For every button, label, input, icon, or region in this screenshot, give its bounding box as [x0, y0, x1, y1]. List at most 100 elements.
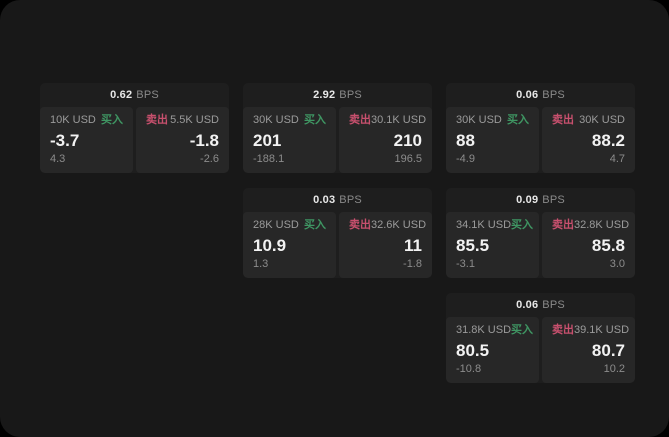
sell-price: 85.8 — [591, 235, 625, 255]
sell-sub-value: -2.6 — [200, 153, 219, 165]
sell-panel[interactable]: 卖出 32.6K USD 11 -1.8 — [339, 212, 432, 278]
sell-sub-value: 196.5 — [394, 153, 422, 165]
card-header: 0.62 BPS — [40, 83, 229, 107]
buy-price: 88 — [456, 130, 475, 150]
bps-value: 2.92 — [313, 89, 336, 101]
sell-price: 11 — [404, 235, 422, 255]
sell-price: 80.7 — [591, 340, 625, 360]
bps-value: 0.06 — [516, 299, 539, 311]
sell-amount-label: 5.5K USD — [170, 114, 219, 126]
sell-action-label: 卖出 — [552, 219, 574, 231]
bps-unit-label: BPS — [542, 299, 565, 311]
sell-amount-label: 30K USD — [579, 114, 625, 126]
cards-grid: 0.62 BPS 10K USD 买入 -3.7 4.3 卖出 5.5K USD… — [40, 83, 635, 383]
quote-panels: 31.8K USD 买入 80.5 -10.8 卖出 39.1K USD 80.… — [446, 317, 635, 383]
buy-action-label: 买入 — [511, 219, 534, 231]
quote-card: 0.06 BPS 30K USD 买入 88 -4.9 卖出 30K USD 8… — [446, 83, 635, 173]
sell-action-label: 卖出 — [552, 324, 574, 336]
buy-panel[interactable]: 31.8K USD 买入 80.5 -10.8 — [446, 317, 539, 383]
buy-amount-label: 30K USD — [456, 114, 502, 126]
buy-action-label: 买入 — [304, 219, 326, 231]
bps-value: 0.06 — [516, 89, 539, 101]
buy-action-label: 买入 — [304, 114, 326, 126]
buy-panel[interactable]: 34.1K USD 买入 85.5 -3.1 — [446, 212, 539, 278]
sell-panel-top: 卖出 30K USD — [552, 114, 625, 127]
quote-card: 0.06 BPS 31.8K USD 买入 80.5 -10.8 卖出 39.1… — [446, 293, 635, 383]
card-header: 0.09 BPS — [446, 188, 635, 212]
quote-card: 2.92 BPS 30K USD 买入 201 -188.1 卖出 30.1K … — [243, 83, 432, 173]
buy-panel-top: 34.1K USD 买入 — [456, 219, 533, 232]
buy-price: -3.7 — [50, 130, 80, 150]
sell-amount-label: 32.8K USD — [574, 219, 630, 231]
sell-action-label: 卖出 — [552, 114, 574, 126]
quote-card: 0.09 BPS 34.1K USD 买入 85.5 -3.1 卖出 32.8K… — [446, 188, 635, 278]
sell-sub-value: 3.0 — [609, 258, 625, 270]
sell-panel[interactable]: 卖出 30.1K USD 210 196.5 — [339, 107, 432, 173]
card-header: 0.06 BPS — [446, 83, 635, 107]
sell-sub-value: -1.8 — [403, 258, 422, 270]
buy-panel-top: 30K USD 买入 — [253, 114, 326, 127]
sell-action-label: 卖出 — [146, 114, 168, 126]
buy-sub-value: 1.3 — [253, 258, 269, 270]
buy-amount-label: 10K USD — [50, 114, 96, 126]
buy-sub-value: -188.1 — [253, 153, 285, 165]
sell-price: -1.8 — [189, 130, 219, 150]
sell-action-label: 卖出 — [349, 114, 371, 126]
sell-price: 210 — [393, 130, 422, 150]
card-header: 0.06 BPS — [446, 293, 635, 317]
buy-panel-top: 30K USD 买入 — [456, 114, 529, 127]
bps-value: 0.62 — [110, 89, 133, 101]
sell-sub-value: 10.2 — [603, 363, 625, 375]
buy-panel[interactable]: 30K USD 买入 88 -4.9 — [446, 107, 539, 173]
sell-panel[interactable]: 卖出 39.1K USD 80.7 10.2 — [542, 317, 635, 383]
sell-sub-value: 4.7 — [609, 153, 625, 165]
bps-unit-label: BPS — [339, 89, 362, 101]
buy-panel-top: 10K USD 买入 — [50, 114, 123, 127]
card-header: 2.92 BPS — [243, 83, 432, 107]
sell-panel-top: 卖出 32.8K USD — [552, 219, 629, 232]
buy-sub-value: -10.8 — [456, 363, 482, 375]
sell-panel-top: 卖出 39.1K USD — [552, 324, 629, 337]
quote-panels: 34.1K USD 买入 85.5 -3.1 卖出 32.8K USD 85.8… — [446, 212, 635, 278]
sell-amount-label: 32.6K USD — [371, 219, 427, 231]
bps-value: 0.09 — [516, 194, 539, 206]
buy-panel[interactable]: 30K USD 买入 201 -188.1 — [243, 107, 336, 173]
buy-sub-value: -3.1 — [456, 258, 475, 270]
buy-price: 201 — [253, 130, 282, 150]
sell-price: 88.2 — [591, 130, 625, 150]
sell-panel-top: 卖出 5.5K USD — [146, 114, 219, 127]
buy-amount-label: 34.1K USD — [456, 219, 512, 231]
buy-panel[interactable]: 28K USD 买入 10.9 1.3 — [243, 212, 336, 278]
sell-panel-top: 卖出 32.6K USD — [349, 219, 426, 232]
quote-card: 0.62 BPS 10K USD 买入 -3.7 4.3 卖出 5.5K USD… — [40, 83, 229, 173]
bps-unit-label: BPS — [136, 89, 159, 101]
buy-sub-value: 4.3 — [50, 153, 66, 165]
sell-amount-label: 39.1K USD — [574, 324, 630, 336]
bps-unit-label: BPS — [542, 89, 565, 101]
buy-price: 10.9 — [253, 235, 287, 255]
buy-amount-label: 30K USD — [253, 114, 299, 126]
buy-amount-label: 28K USD — [253, 219, 299, 231]
buy-action-label: 买入 — [101, 114, 123, 126]
sell-action-label: 卖出 — [349, 219, 371, 231]
quote-panels: 30K USD 买入 88 -4.9 卖出 30K USD 88.2 4.7 — [446, 107, 635, 173]
buy-sub-value: -4.9 — [456, 153, 475, 165]
buy-action-label: 买入 — [511, 324, 534, 336]
sell-panel[interactable]: 卖出 5.5K USD -1.8 -2.6 — [136, 107, 229, 173]
buy-price: 80.5 — [456, 340, 490, 360]
bps-unit-label: BPS — [339, 194, 362, 206]
buy-panel-top: 28K USD 买入 — [253, 219, 326, 232]
sell-panel[interactable]: 卖出 32.8K USD 85.8 3.0 — [542, 212, 635, 278]
quote-card: 0.03 BPS 28K USD 买入 10.9 1.3 卖出 32.6K US… — [243, 188, 432, 278]
buy-panel-top: 31.8K USD 买入 — [456, 324, 533, 337]
bps-value: 0.03 — [313, 194, 336, 206]
quote-panels: 10K USD 买入 -3.7 4.3 卖出 5.5K USD -1.8 -2.… — [40, 107, 229, 173]
sell-amount-label: 30.1K USD — [371, 114, 427, 126]
buy-action-label: 买入 — [507, 114, 529, 126]
buy-price: 85.5 — [456, 235, 490, 255]
buy-panel[interactable]: 10K USD 买入 -3.7 4.3 — [40, 107, 133, 173]
bps-unit-label: BPS — [542, 194, 565, 206]
sell-panel[interactable]: 卖出 30K USD 88.2 4.7 — [542, 107, 635, 173]
quote-panels: 30K USD 买入 201 -188.1 卖出 30.1K USD 210 1… — [243, 107, 432, 173]
